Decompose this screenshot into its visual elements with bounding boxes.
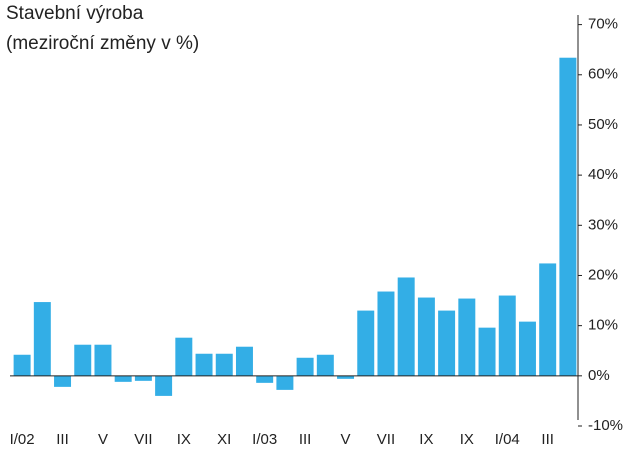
bar — [195, 353, 213, 376]
chart-subtitle: (meziroční změny v %) — [6, 33, 199, 54]
bar — [559, 57, 577, 376]
bar — [256, 375, 274, 383]
y-tick-label: 60% — [588, 66, 618, 83]
bar — [337, 375, 355, 379]
x-tick-label: III — [541, 431, 554, 448]
x-tick-label: VII — [377, 431, 395, 448]
x-tick-label: I/04 — [495, 431, 520, 448]
x-tick-label: IX — [419, 431, 433, 448]
bar — [54, 375, 72, 387]
bar — [175, 337, 193, 376]
y-tick-label: -10% — [588, 417, 623, 434]
bar — [74, 344, 92, 376]
x-tick-label: III — [56, 431, 69, 448]
y-tick-label: 50% — [588, 116, 618, 133]
chart-title: Stavební výroba — [6, 3, 144, 24]
x-tick-label: XI — [217, 431, 231, 448]
bar — [458, 298, 476, 376]
y-tick-label: 10% — [588, 317, 618, 334]
bar — [377, 291, 395, 376]
bar — [215, 353, 233, 376]
bar — [518, 321, 536, 376]
x-tick-label: I/02 — [10, 431, 35, 448]
bar — [357, 310, 375, 376]
x-tick-label: V — [98, 431, 108, 448]
bar — [235, 346, 253, 376]
bar — [134, 375, 152, 381]
bar — [276, 375, 294, 390]
bar — [155, 375, 173, 396]
bar — [296, 357, 314, 376]
bar — [397, 277, 415, 376]
y-tick-label: 0% — [588, 367, 610, 384]
x-tick-label: IX — [460, 431, 474, 448]
bar — [94, 344, 112, 376]
x-tick-label: I/03 — [252, 431, 277, 448]
y-tick-label: 70% — [588, 16, 618, 33]
bar — [539, 263, 557, 376]
bar — [33, 302, 51, 376]
y-tick-label: 30% — [588, 216, 618, 233]
y-tick-label: 40% — [588, 166, 618, 183]
y-tick-label: 20% — [588, 266, 618, 283]
bar — [417, 297, 435, 376]
bar — [438, 310, 456, 376]
bar — [498, 295, 516, 376]
x-tick-label: VII — [134, 431, 152, 448]
bar — [316, 354, 334, 376]
bar — [114, 375, 132, 382]
x-tick-label: V — [341, 431, 351, 448]
x-tick-label: IX — [177, 431, 191, 448]
bar — [13, 354, 31, 376]
x-tick-label: III — [299, 431, 312, 448]
bar — [478, 327, 496, 376]
